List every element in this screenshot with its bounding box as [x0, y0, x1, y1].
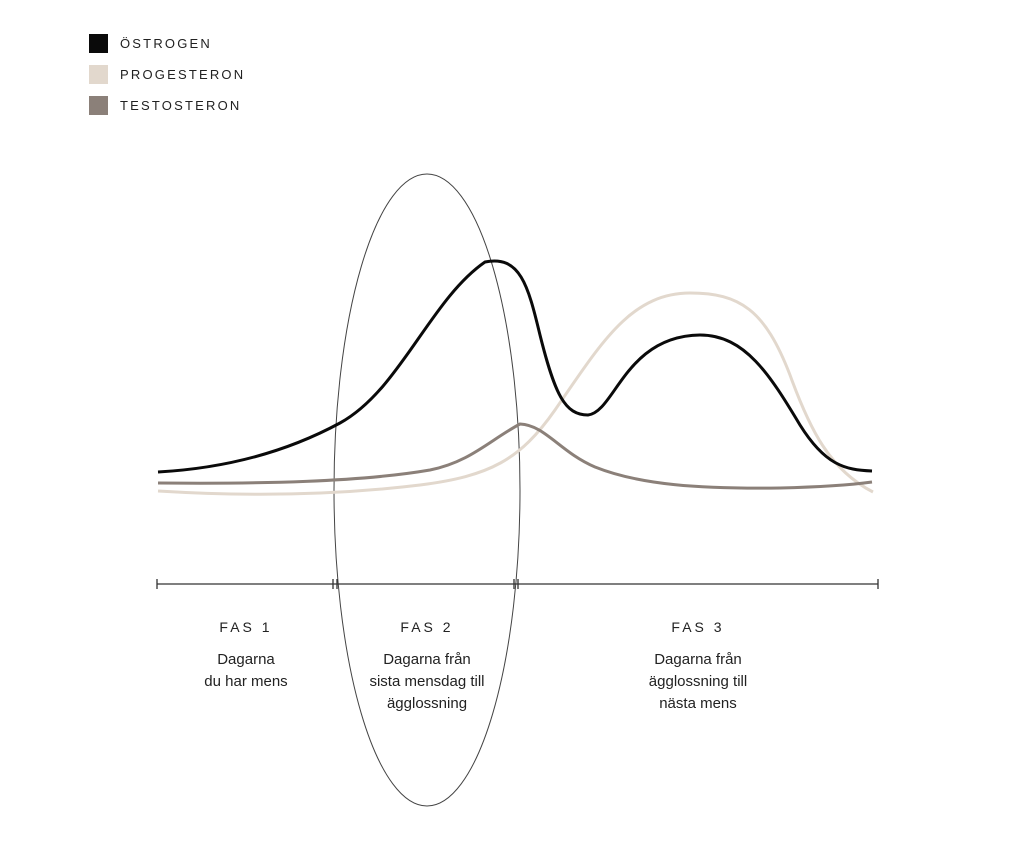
phase-3: FAS 3 Dagarna från ägglossning till näst… [588, 619, 808, 715]
legend-label: ÖSTROGEN [120, 35, 212, 51]
phase-title: FAS 3 [671, 619, 725, 635]
phase-title: FAS 2 [400, 619, 454, 635]
phase-description: Dagarna du har mens [204, 651, 288, 690]
phase-axis [156, 579, 879, 589]
phase-description: Dagarna från sista mensdag till ägglossn… [369, 651, 485, 712]
phase-description: Dagarna från ägglossning till nästa mens [648, 651, 748, 712]
progesteron-swatch [89, 64, 108, 84]
progesteron-curve [157, 291, 874, 496]
legend-label: PROGESTERON [120, 66, 246, 82]
testosteron-curve [157, 422, 873, 490]
phase-title: FAS 1 [219, 619, 273, 635]
legend-label: TESTOSTERON [120, 97, 242, 113]
legend-item-ostrogen: ÖSTROGEN [89, 33, 245, 53]
legend-item-progesteron: PROGESTERON [89, 64, 245, 84]
phase-1: FAS 1 Dagarna du har mens [136, 619, 356, 693]
phase-2: FAS 2 Dagarna från sista mensdag till äg… [317, 619, 537, 715]
ostrogen-curve [157, 259, 873, 474]
ostrogen-swatch [89, 33, 108, 53]
testosteron-swatch [89, 95, 108, 115]
legend: ÖSTROGEN PROGESTERON TESTOSTERON [89, 33, 245, 126]
legend-item-testosteron: TESTOSTERON [89, 95, 245, 115]
phase-2-highlight-ellipse [333, 173, 521, 807]
